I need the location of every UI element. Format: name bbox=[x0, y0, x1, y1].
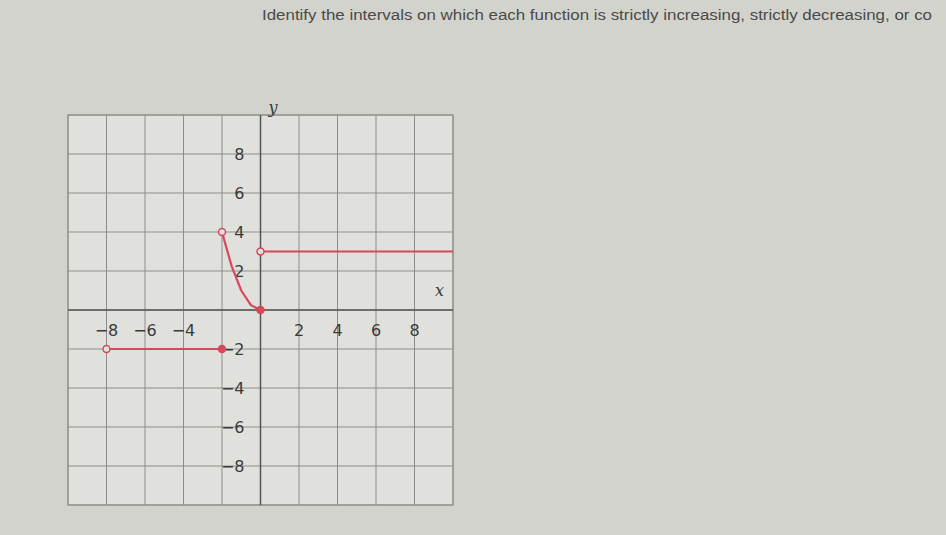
function-line bbox=[261, 250, 454, 252]
function-line bbox=[222, 232, 261, 310]
open-point bbox=[219, 229, 226, 236]
y-tick-label: −6 bbox=[221, 418, 245, 437]
y-tick-label: −4 bbox=[221, 379, 245, 398]
x-tick-label: 4 bbox=[332, 321, 342, 340]
x-tick-label: −8 bbox=[95, 321, 119, 340]
plot-area bbox=[68, 115, 453, 505]
chart: Identify the intervals on which each fun… bbox=[0, 0, 946, 535]
y-tick-label: −8 bbox=[221, 457, 245, 476]
y-tick-label: 6 bbox=[234, 184, 244, 203]
closed-point bbox=[257, 307, 264, 314]
x-tick-label: 8 bbox=[409, 321, 419, 340]
open-point bbox=[103, 346, 110, 353]
open-point bbox=[257, 248, 264, 255]
marks bbox=[103, 229, 453, 353]
x-tick-label: 2 bbox=[294, 321, 304, 340]
x-tick-label: −6 bbox=[133, 321, 157, 340]
y-tick-label: 4 bbox=[234, 223, 244, 242]
title: Identify the intervals on which each fun… bbox=[262, 7, 932, 23]
x-axis-label: x bbox=[435, 281, 444, 300]
y-tick-label: 8 bbox=[234, 145, 244, 164]
x-tick-label: −4 bbox=[172, 321, 196, 340]
function-line bbox=[107, 348, 223, 350]
y-axis-label: y bbox=[268, 98, 279, 117]
x-tick-label: 6 bbox=[371, 321, 381, 340]
chart-root: Identify the intervals on which each fun… bbox=[0, 0, 946, 535]
grid bbox=[68, 115, 453, 505]
closed-point bbox=[219, 346, 226, 353]
